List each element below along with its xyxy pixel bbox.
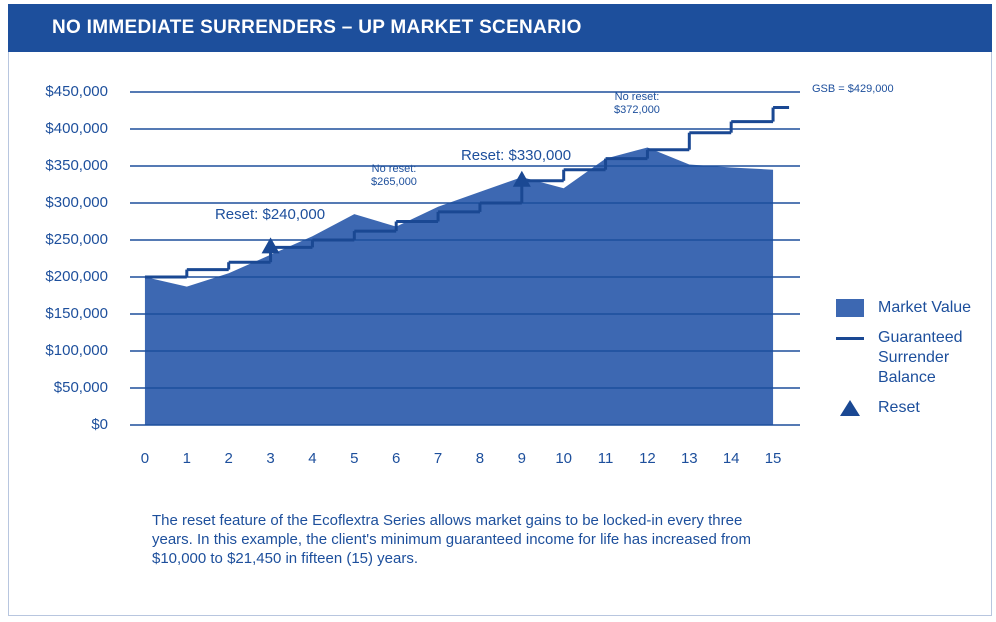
y-tick-label: $400,000 [45,120,108,137]
y-tick-label: $200,000 [45,268,108,285]
legend: Market Value Guaranteed Surrender Balance… [836,298,986,428]
market-value-area [144,147,774,425]
annotation: GSB = $429,000 [812,83,894,95]
chart-title: NO IMMEDIATE SURRENDERS – UP MARKET SCEN… [8,4,992,52]
annotation: $372,000 [614,104,660,116]
legend-item: Guaranteed Surrender Balance [836,328,986,388]
y-tick-label: $50,000 [54,379,108,396]
legend-swatch [836,299,864,317]
y-tick-label: $350,000 [45,157,108,174]
annotation: Reset: $240,000 [215,206,325,223]
x-tick-label: 9 [518,450,526,467]
annotation: $265,000 [371,176,417,188]
x-tick-label: 15 [765,450,782,467]
x-tick-label: 1 [183,450,191,467]
x-tick-label: 10 [555,450,572,467]
x-tick-label: 3 [266,450,274,467]
legend-label: Market Value [878,299,972,316]
x-tick-label: 0 [141,450,149,467]
annotation: No reset: [372,163,417,175]
annotation: No reset: [615,91,660,103]
x-tick-label: 13 [681,450,698,467]
y-tick-label: $0 [91,416,108,433]
x-tick-label: 7 [434,450,442,467]
legend-item: Market Value [836,298,986,318]
y-tick-label: $450,000 [45,83,108,100]
legend-label: Guaranteed Surrender Balance [878,329,963,386]
caption: The reset feature of the Ecoflextra Seri… [152,512,751,567]
y-tick-label: $300,000 [45,194,108,211]
x-tick-label: 8 [476,450,484,467]
legend-item: Reset [836,398,986,418]
y-tick-label: $250,000 [45,231,108,248]
legend-label: Reset [878,399,920,416]
y-tick-label: $150,000 [45,305,108,322]
x-tick-label: 4 [308,450,316,467]
y-tick-label: $100,000 [45,342,108,359]
legend-swatch [836,337,864,340]
x-tick-label: 11 [598,450,614,467]
legend-swatch [840,400,860,416]
reset-marker [261,237,280,254]
x-tick-label: 5 [350,450,358,467]
x-tick-label: 2 [225,450,233,467]
annotation: Reset: $330,000 [461,147,571,164]
x-tick-label: 14 [723,450,740,467]
x-tick-label: 12 [639,450,656,467]
x-tick-label: 6 [392,450,400,467]
reset-marker [512,170,531,187]
